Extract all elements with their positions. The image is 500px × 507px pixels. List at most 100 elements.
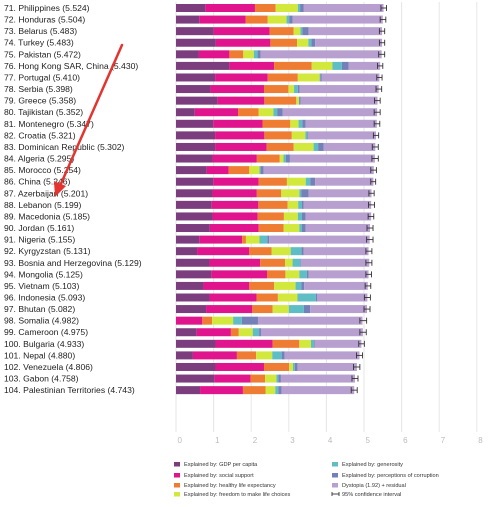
bar-segment-generosity	[300, 27, 303, 36]
bar-segment-dystopia	[282, 108, 378, 117]
bar-segment-generosity	[292, 258, 301, 267]
legend-item-social: Explained by: social support	[174, 473, 254, 479]
annotation-arrow	[54, 43, 124, 197]
row-label: 91. Nigeria (5.155)	[4, 235, 75, 245]
row-label: 83. Dominican Republic (5.302)	[4, 142, 125, 152]
bar-segment-corruption	[278, 374, 281, 383]
bar-segment-freedom	[293, 27, 301, 36]
bar-segment-health	[258, 177, 287, 186]
bar-segment-dystopia	[305, 224, 371, 233]
row-label: 101. Nepal (4.880)	[4, 350, 75, 360]
bar-segment-dystopia	[323, 142, 376, 151]
bar-segment-gdp	[176, 270, 212, 279]
x-tick-label: 5	[366, 436, 371, 445]
bar-segment-health	[269, 27, 294, 36]
bar-segment-gdp	[176, 305, 207, 314]
bar-row: 75. Pakistan (5.472)	[4, 49, 386, 59]
bar-segment-corruption	[301, 224, 306, 233]
bar-segment-generosity	[299, 224, 302, 233]
bar-segment-social	[229, 61, 275, 70]
bar-row: 101. Nepal (4.880)	[4, 350, 363, 360]
bar-segment-gdp	[176, 15, 200, 24]
bar-segment-freedom	[283, 212, 298, 221]
bar-segment-social	[192, 351, 237, 360]
bar-segment-corruption	[277, 108, 283, 117]
bar-segment-dystopia	[308, 189, 372, 198]
bar-segment-social	[215, 38, 271, 47]
bar-segment-corruption	[306, 270, 309, 279]
confidence-interval	[365, 271, 372, 278]
bar-segment-health	[256, 293, 278, 302]
bar-segment-freedom	[267, 15, 287, 24]
bar-segment-gdp	[176, 224, 210, 233]
bar-segment-gdp	[176, 131, 216, 140]
bar-row: 99. Cameroon (4.975)	[4, 327, 367, 337]
bar-segment-gdp	[176, 154, 213, 163]
bar-segment-gdp	[176, 374, 215, 383]
bar-segment-health	[202, 316, 213, 325]
bar-segment-social	[194, 108, 239, 117]
legend-item-ci: 95% confidence interval	[331, 492, 401, 498]
legend-label: Explained by: GDP per capita	[184, 462, 258, 468]
bar-row: 97. Bhutan (5.082)	[4, 304, 371, 314]
bar-segment-social	[210, 85, 264, 94]
bar-segment-generosity	[299, 270, 307, 279]
bar-row: 73. Belarus (5.483)	[4, 26, 386, 36]
bar-segment-dystopia	[308, 27, 383, 36]
confidence-interval	[365, 248, 373, 255]
bar-segment-corruption	[241, 316, 258, 325]
bar-segment-dystopia	[263, 166, 374, 175]
row-label: 99. Cameroon (4.975)	[4, 327, 88, 337]
confidence-interval	[358, 340, 365, 347]
bar-segment-social	[214, 374, 251, 383]
x-tick-label: 1	[215, 436, 220, 445]
bar-segment-gdp	[176, 50, 199, 59]
bar-segment-generosity	[288, 305, 304, 314]
bar-segment-dystopia	[303, 200, 372, 209]
confidence-interval	[375, 86, 383, 93]
bar-row: 79. Greece (5.358)	[4, 96, 381, 106]
bar-segment-freedom	[238, 328, 253, 337]
confidence-interval	[364, 282, 372, 289]
x-tick-label: 0	[178, 436, 183, 445]
bar-segment-health	[252, 305, 273, 314]
row-label: 100. Bulgaria (4.933)	[4, 339, 84, 349]
row-label: 72. Honduras (5.504)	[4, 15, 85, 25]
bar-segment-freedom	[297, 73, 320, 82]
bar-segment-corruption	[307, 131, 308, 140]
bar-segment-corruption	[259, 328, 261, 337]
bar-segment-freedom	[243, 50, 254, 59]
row-label: 86. China (5.246)	[4, 177, 71, 187]
bar-row: 77. Portugal (5.410)	[4, 72, 383, 82]
bar-segment-generosity	[286, 15, 290, 24]
row-label: 94. Mongolia (5.125)	[4, 269, 83, 279]
row-label: 85. Morocco (5.254)	[4, 165, 81, 175]
bar-segment-freedom	[258, 108, 274, 117]
confidence-interval	[356, 352, 363, 359]
bar-segment-corruption	[315, 293, 317, 302]
bar-segment-social	[197, 247, 250, 256]
bar-segment-social	[206, 166, 229, 175]
red-arrow-shaft	[58, 43, 124, 188]
bar-segment-health	[249, 247, 272, 256]
bar-segment-social	[203, 281, 250, 290]
bar-segment-generosity	[310, 339, 314, 348]
bar-segment-social	[215, 142, 267, 151]
bar-segment-dystopia	[304, 281, 368, 290]
bar-segment-gdp	[176, 166, 207, 175]
confidence-interval	[353, 363, 361, 370]
confidence-interval	[363, 294, 371, 301]
row-label: 82. Croatia (5.321)	[4, 130, 76, 140]
bar-segment-social	[206, 305, 253, 314]
bar-segment-generosity	[298, 119, 303, 128]
bar-segment-health	[228, 166, 250, 175]
bar-segment-freedom	[256, 351, 273, 360]
confidence-interval	[351, 375, 359, 382]
row-label: 75. Pakistan (5.472)	[4, 49, 81, 59]
bar-segment-health	[266, 142, 294, 151]
bar-segment-generosity	[298, 200, 302, 209]
bar-segment-corruption	[267, 235, 270, 244]
bar-segment-freedom	[289, 362, 293, 371]
bar-segment-freedom	[285, 258, 293, 267]
bar-segment-gdp	[176, 200, 212, 209]
